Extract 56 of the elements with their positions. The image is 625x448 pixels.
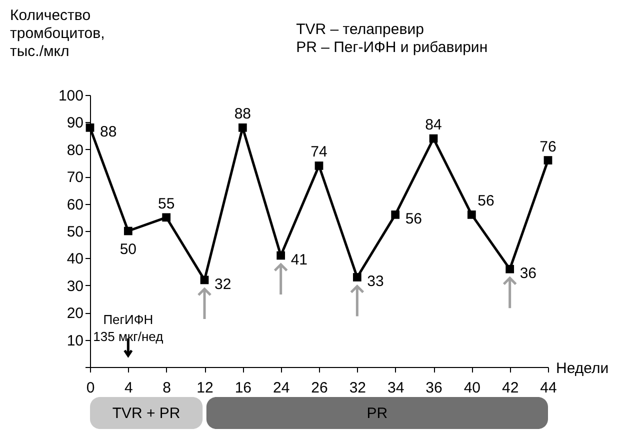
x-tick-label: 34 <box>387 380 404 396</box>
x-tick-label: 4 <box>124 380 133 396</box>
y-tick-label: 10 <box>66 332 84 350</box>
y-tick-label: 100 <box>58 88 84 104</box>
point <box>429 134 438 143</box>
x-tick-label: 0 <box>86 380 95 396</box>
x-tick-label: 32 <box>349 380 366 396</box>
data-label: 33 <box>367 273 384 290</box>
data-label: 84 <box>425 116 442 134</box>
y-tick-label: 90 <box>66 114 84 132</box>
x-axis-title: Недели <box>556 360 609 377</box>
y-tick-label: 20 <box>66 305 84 322</box>
text: TVR – телапревир <box>296 21 424 38</box>
point <box>506 264 514 274</box>
point <box>162 213 171 222</box>
data-label: 74 <box>310 144 328 161</box>
point <box>314 162 324 170</box>
data-label: 32 <box>214 276 232 293</box>
x-tick-label: 42 <box>502 380 519 396</box>
point <box>467 210 476 219</box>
text: PR <box>366 405 388 422</box>
y-axis-title: Количество тромбоцитов, тыс./мкл <box>10 7 105 60</box>
data-label: 56 <box>478 192 494 210</box>
data-label: 88 <box>234 106 252 123</box>
x-tick-label: 44 <box>540 380 557 396</box>
point <box>200 276 209 284</box>
x-tick-label: 8 <box>162 380 172 396</box>
y-tick-label: 40 <box>66 250 84 268</box>
point <box>238 123 247 132</box>
data-label: 50 <box>120 241 137 258</box>
y-tick-label: 50 <box>66 224 84 240</box>
y-tick-label: 60 <box>66 196 84 214</box>
annotation: ПегИФН 135 мкг/нед <box>93 312 164 344</box>
x-tick-label: 40 <box>464 380 481 396</box>
x-tick-label: 24 <box>272 380 290 396</box>
data-label: 55 <box>158 195 175 212</box>
x-tick-label: 36 <box>426 380 442 396</box>
point <box>391 210 400 219</box>
x-tick-label: 16 <box>234 380 252 396</box>
text: PR – Пег-ИФН и рибавирин <box>296 39 488 56</box>
text: TVR + PR <box>112 405 180 422</box>
x-tick-label: 12 <box>196 380 214 396</box>
data-label: 88 <box>100 124 117 141</box>
y-tick-label: 30 <box>66 278 84 295</box>
data-label: 56 <box>405 210 422 228</box>
data-label: 36 <box>520 265 537 282</box>
data-label: 41 <box>290 251 308 268</box>
point <box>544 156 552 164</box>
point <box>352 273 362 282</box>
point <box>276 251 286 260</box>
point <box>86 123 94 132</box>
y-tick-label: 70 <box>66 169 84 186</box>
y-tick-label: 80 <box>66 142 84 159</box>
point <box>124 226 132 236</box>
data-label: 76 <box>540 138 556 156</box>
x-tick-label: 26 <box>311 380 328 396</box>
